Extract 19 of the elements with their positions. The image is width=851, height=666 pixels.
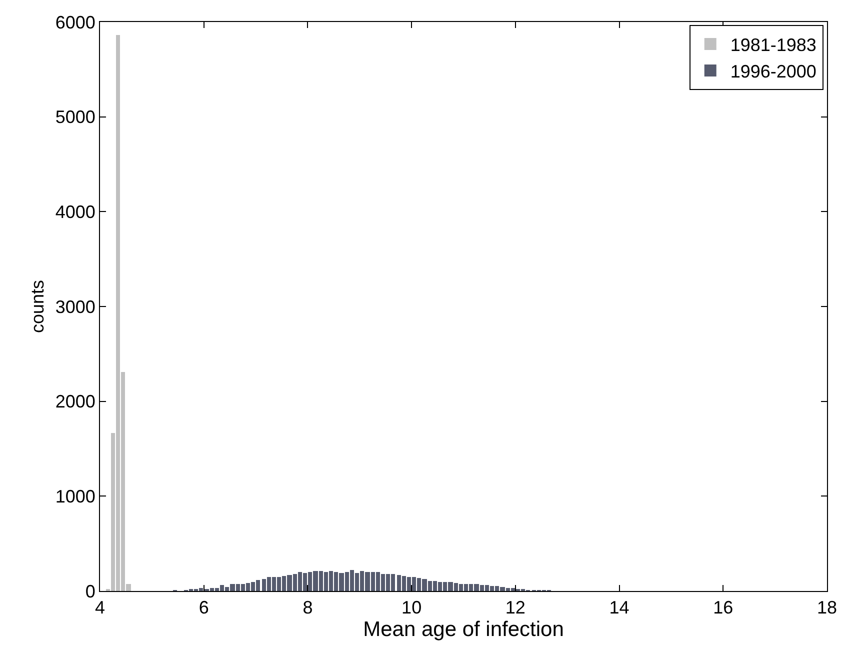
y-tick-label: 6000 bbox=[55, 12, 96, 32]
y-tick-label: 4000 bbox=[55, 202, 96, 222]
y-tick-label: 1000 bbox=[55, 486, 96, 506]
y-tick-label: 0 bbox=[85, 581, 96, 602]
legend-label: 1996-2000 bbox=[730, 61, 816, 82]
x-tick-label: 10 bbox=[402, 598, 422, 618]
x-tick-label: 6 bbox=[198, 598, 209, 618]
y-tick-label: 5000 bbox=[55, 107, 96, 128]
y-tick-label: 3000 bbox=[55, 296, 96, 317]
x-tick-label: 12 bbox=[505, 598, 526, 618]
x-tick-label: 16 bbox=[713, 598, 734, 618]
legend-label: 1981-1983 bbox=[730, 35, 816, 56]
x-axis-title: Mean age of infection bbox=[363, 618, 564, 641]
x-tick-label: 14 bbox=[609, 598, 630, 618]
x-tick-label: 4 bbox=[94, 598, 106, 618]
x-tick-label: 8 bbox=[302, 598, 313, 618]
y-axis-title: counts bbox=[28, 280, 48, 334]
x-tick-label: 18 bbox=[816, 598, 838, 618]
y-tick-label: 2000 bbox=[55, 392, 96, 412]
